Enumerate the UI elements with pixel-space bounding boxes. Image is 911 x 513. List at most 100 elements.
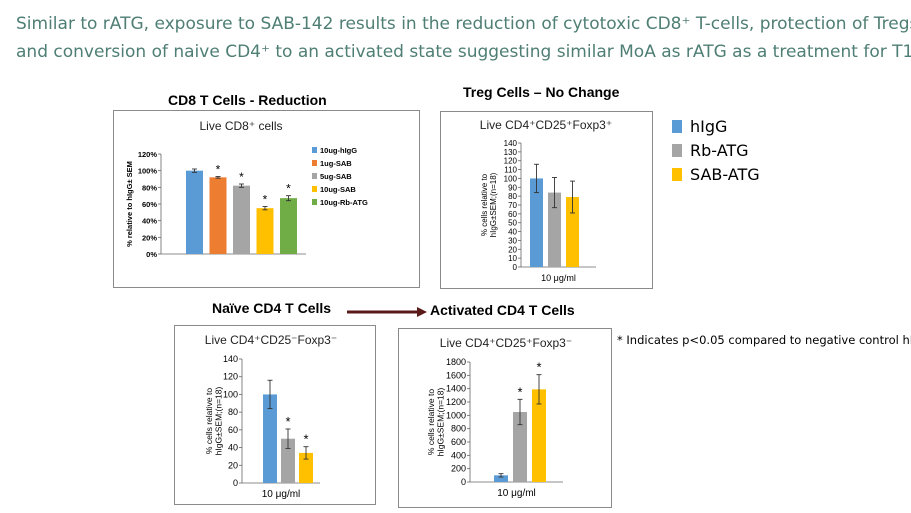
slide-title-line-2: and conversion of naive CD4⁺ to an activ… (16, 42, 911, 62)
y-tick-label: 30 (508, 236, 517, 245)
legend-swatch (672, 167, 682, 181)
significance-star: * (263, 193, 268, 207)
y-tick-label: 120 (223, 372, 238, 382)
chart-title: Live CD4⁺CD25⁺Foxp3⁻ (440, 336, 572, 350)
heading-activated: Activated CD4 T Cells (430, 302, 575, 318)
bar (186, 170, 203, 254)
y-tick-label: 80 (228, 407, 238, 417)
y-tick-label: 1800 (446, 357, 466, 367)
heading-cd8: CD8 T Cells - Reduction (168, 92, 327, 108)
arrow-icon (347, 307, 427, 317)
bar (209, 177, 227, 254)
bar (233, 185, 250, 254)
y-tick-label: 20 (228, 460, 238, 470)
bar (263, 394, 277, 483)
y-tick-label: 1000 (446, 410, 466, 420)
legend-label: 10ug-SAB (320, 185, 356, 194)
chart-naive: Live CD4⁺CD25⁻Foxp3⁻ 0 20 40 60 80 100 120 140 % … (174, 325, 376, 505)
legend-swatch (312, 160, 317, 166)
x-axis-label: 10 μg/ml (262, 489, 301, 500)
y-tick-label: 100 (223, 389, 238, 399)
legend-label: hIgG (690, 116, 728, 136)
y-tick-label: 1400 (446, 384, 466, 394)
y-axis-label: hIgG±SEM;(n=18) (489, 172, 498, 237)
legend-label: 5ug-SAB (320, 172, 352, 181)
chart-treg-svg: Live CD4⁺CD25⁺Foxp3⁺01020304050607080901… (480, 118, 612, 283)
significance-star: * (216, 163, 221, 177)
bar (299, 452, 313, 483)
y-tick-label: 10 (508, 254, 517, 263)
y-tick-label: 120 (504, 157, 518, 166)
y-axis-label: hIgG±SEM;(n=18) (214, 386, 224, 455)
bar (513, 412, 527, 482)
legend-swatch (672, 119, 682, 133)
y-tick-label: 0 (513, 263, 518, 272)
heading-naive: Naïve CD4 T Cells (212, 300, 332, 316)
y-tick-label: 120% (138, 150, 158, 159)
chart-treg: Live CD4⁺CD25⁺Foxp3⁺ 0 10 20 30 40 50 60 70 80 90 1… (440, 111, 653, 289)
x-axis-label: 10 μg/ml (497, 488, 536, 499)
chart-activated-svg: Live CD4⁺CD25⁺Foxp3⁻ 0 200 400 600 800 1000 120… (426, 336, 572, 499)
legend-swatch (312, 147, 317, 153)
y-tick-label: 140 (223, 354, 238, 364)
bar (548, 192, 561, 267)
y-tick-label: 80 (508, 192, 517, 201)
chart-cd8: Live CD8⁺ cells 0% 20% 40% 60% 80% 100% 120% % r… (113, 110, 420, 288)
y-tick-label: 110 (504, 166, 517, 175)
y-tick-label: 1600 (446, 370, 466, 380)
y-tick-label: 100 (504, 174, 518, 183)
legend-item: hIgG (672, 114, 760, 138)
footnote: * Indicates p<0.05 compared to negative … (617, 333, 911, 347)
y-tick-label: 40 (508, 228, 517, 237)
y-tick-label: 140 (504, 139, 518, 148)
chart-naive-svg: Live CD4⁺CD25⁻Foxp3⁻ 0 20 40 60 80 100 120 140 % … (204, 333, 337, 500)
y-axis-label: % cells relative to (480, 173, 489, 236)
y-tick-label: 50 (508, 219, 517, 228)
chart-activated: Live CD4⁺CD25⁺Foxp3⁻ 0 200 400 600 800 1000 120… (398, 328, 612, 508)
significance-star: * (536, 360, 541, 375)
legend-item: SAB-ATG (672, 162, 760, 186)
y-tick-label: 90 (508, 183, 517, 192)
y-tick-label: 20 (508, 245, 517, 254)
y-tick-label: 0% (146, 250, 157, 259)
legend-swatch (312, 199, 317, 205)
significance-star: * (303, 432, 308, 447)
heading-treg: Treg Cells – No Change (463, 84, 620, 100)
y-tick-label: 20% (142, 233, 157, 242)
legend-label: Rb-ATG (690, 140, 749, 160)
legend-label: 1ug-SAB (320, 159, 352, 168)
chart-cd8-svg: Live CD8⁺ cells 0% 20% 40% 60% 80% 100% 120% % r… (125, 119, 368, 259)
y-tick-label: 40 (228, 443, 238, 453)
bar (494, 475, 508, 482)
significance-star: * (285, 414, 290, 429)
y-tick-label: 0 (461, 477, 466, 487)
bar (566, 197, 579, 267)
y-axis-label: % cells relative to (204, 388, 214, 454)
y-tick-label: 1200 (446, 397, 466, 407)
chart-title: Live CD4⁺CD25⁻Foxp3⁻ (205, 333, 337, 347)
legend-label: SAB-ATG (690, 164, 760, 184)
y-tick-label: 60 (508, 210, 517, 219)
slide-title-line-1: Similar to rATG, exposure to SAB-142 res… (16, 14, 911, 34)
y-axis-label: hIgG±SEM;(n=18) (436, 387, 446, 456)
y-axis-label: % cells relative to (426, 389, 436, 455)
y-tick-label: 800 (451, 424, 466, 434)
y-tick-label: 60 (228, 425, 238, 435)
legend-item: Rb-ATG (672, 138, 760, 162)
legend-swatch (672, 143, 682, 157)
y-tick-label: 600 (451, 437, 466, 447)
legend-swatch (312, 186, 317, 192)
y-tick-label: 130 (504, 148, 518, 157)
y-tick-label: 40% (142, 217, 157, 226)
y-tick-label: 60% (142, 200, 157, 209)
bar (281, 438, 295, 483)
y-tick-label: 80% (142, 183, 157, 192)
bar (280, 198, 297, 254)
main-legend: hIgG Rb-ATG SAB-ATG (672, 114, 760, 186)
chart-title: Live CD4⁺CD25⁺Foxp3⁺ (480, 118, 612, 132)
y-tick-label: 100% (138, 167, 158, 176)
y-tick-label: 200 (451, 464, 466, 474)
legend-swatch (312, 173, 317, 179)
bar (532, 389, 546, 482)
significance-star: * (239, 170, 244, 184)
